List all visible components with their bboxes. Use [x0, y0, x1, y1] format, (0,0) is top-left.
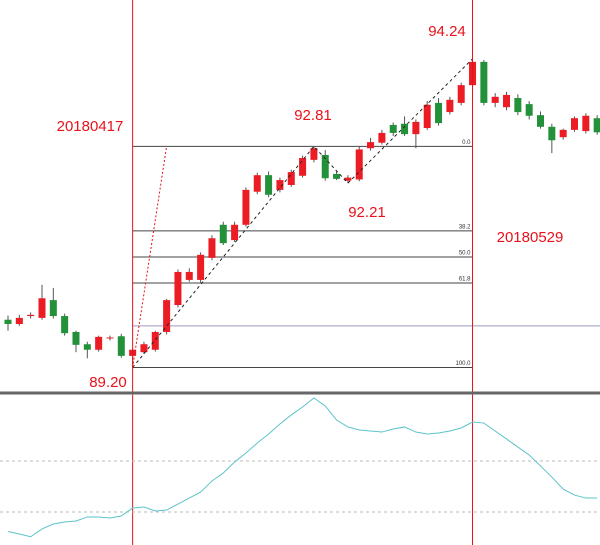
- fib-label: 61.8: [459, 277, 471, 283]
- candle-body: [265, 175, 273, 195]
- candle-body: [231, 224, 239, 241]
- candle-body: [276, 180, 284, 190]
- candle-body: [106, 337, 114, 339]
- candle-body: [559, 129, 567, 138]
- candle-body: [72, 331, 80, 345]
- candle-body: [4, 319, 12, 325]
- candle-body: [49, 300, 57, 317]
- candle-body: [525, 104, 533, 116]
- candle-body: [412, 121, 420, 135]
- fib-label: 0.0: [462, 140, 471, 146]
- candle-body: [457, 85, 465, 103]
- candle-body: [140, 344, 148, 353]
- fib-label: 100.0: [456, 361, 472, 367]
- candle-body: [287, 172, 295, 185]
- candle-body: [355, 149, 363, 180]
- candle-body: [95, 336, 103, 350]
- candle-body: [163, 300, 171, 332]
- zigzag: [132, 58, 473, 368]
- candle-body: [593, 118, 600, 133]
- zigzag-label: 89.20: [89, 374, 127, 391]
- candle-body: [423, 104, 431, 129]
- zigzag-label: 92.81: [294, 107, 332, 124]
- candle-body: [117, 336, 125, 356]
- candle-body: [174, 271, 182, 306]
- candle-body: [299, 158, 307, 176]
- candle-body: [582, 115, 590, 132]
- candle-body: [61, 316, 69, 334]
- candle-body: [15, 317, 23, 325]
- candle-body: [253, 175, 261, 192]
- candle-body: [310, 148, 318, 160]
- candle-body: [537, 115, 545, 127]
- candle-body: [344, 177, 352, 181]
- candle-body: [242, 189, 250, 225]
- candle-body: [208, 238, 216, 258]
- event-label: 20180529: [497, 229, 564, 246]
- candle-body: [480, 61, 488, 103]
- candle-body: [38, 298, 46, 318]
- candle-body: [514, 98, 522, 113]
- zigzag-label: 92.21: [348, 204, 386, 221]
- fib-trend: [132, 146, 168, 368]
- zigzag-label: 94.24: [428, 23, 466, 40]
- fib-label: 50.0: [459, 251, 471, 257]
- candle-body: [83, 344, 91, 350]
- candle-body: [185, 271, 193, 280]
- indicator-line: [7, 397, 598, 538]
- candle-body: [333, 173, 341, 179]
- event-label: 20180417: [57, 118, 124, 135]
- candle-body: [367, 142, 375, 149]
- candle-body: [321, 154, 329, 179]
- candle-body: [401, 123, 409, 135]
- candle-body: [446, 99, 454, 113]
- candle-body: [503, 94, 511, 108]
- candle-body: [378, 132, 386, 143]
- candle-body: [219, 224, 227, 244]
- candle-body: [571, 118, 578, 130]
- candle-body: [548, 126, 556, 141]
- candle-body: [27, 314, 35, 317]
- candle-body: [389, 124, 397, 133]
- candle-body: [151, 331, 159, 350]
- candle-body: [491, 96, 499, 103]
- fib-label: 38.2: [459, 224, 471, 230]
- candle-body: [435, 102, 443, 124]
- candle-body: [197, 254, 205, 280]
